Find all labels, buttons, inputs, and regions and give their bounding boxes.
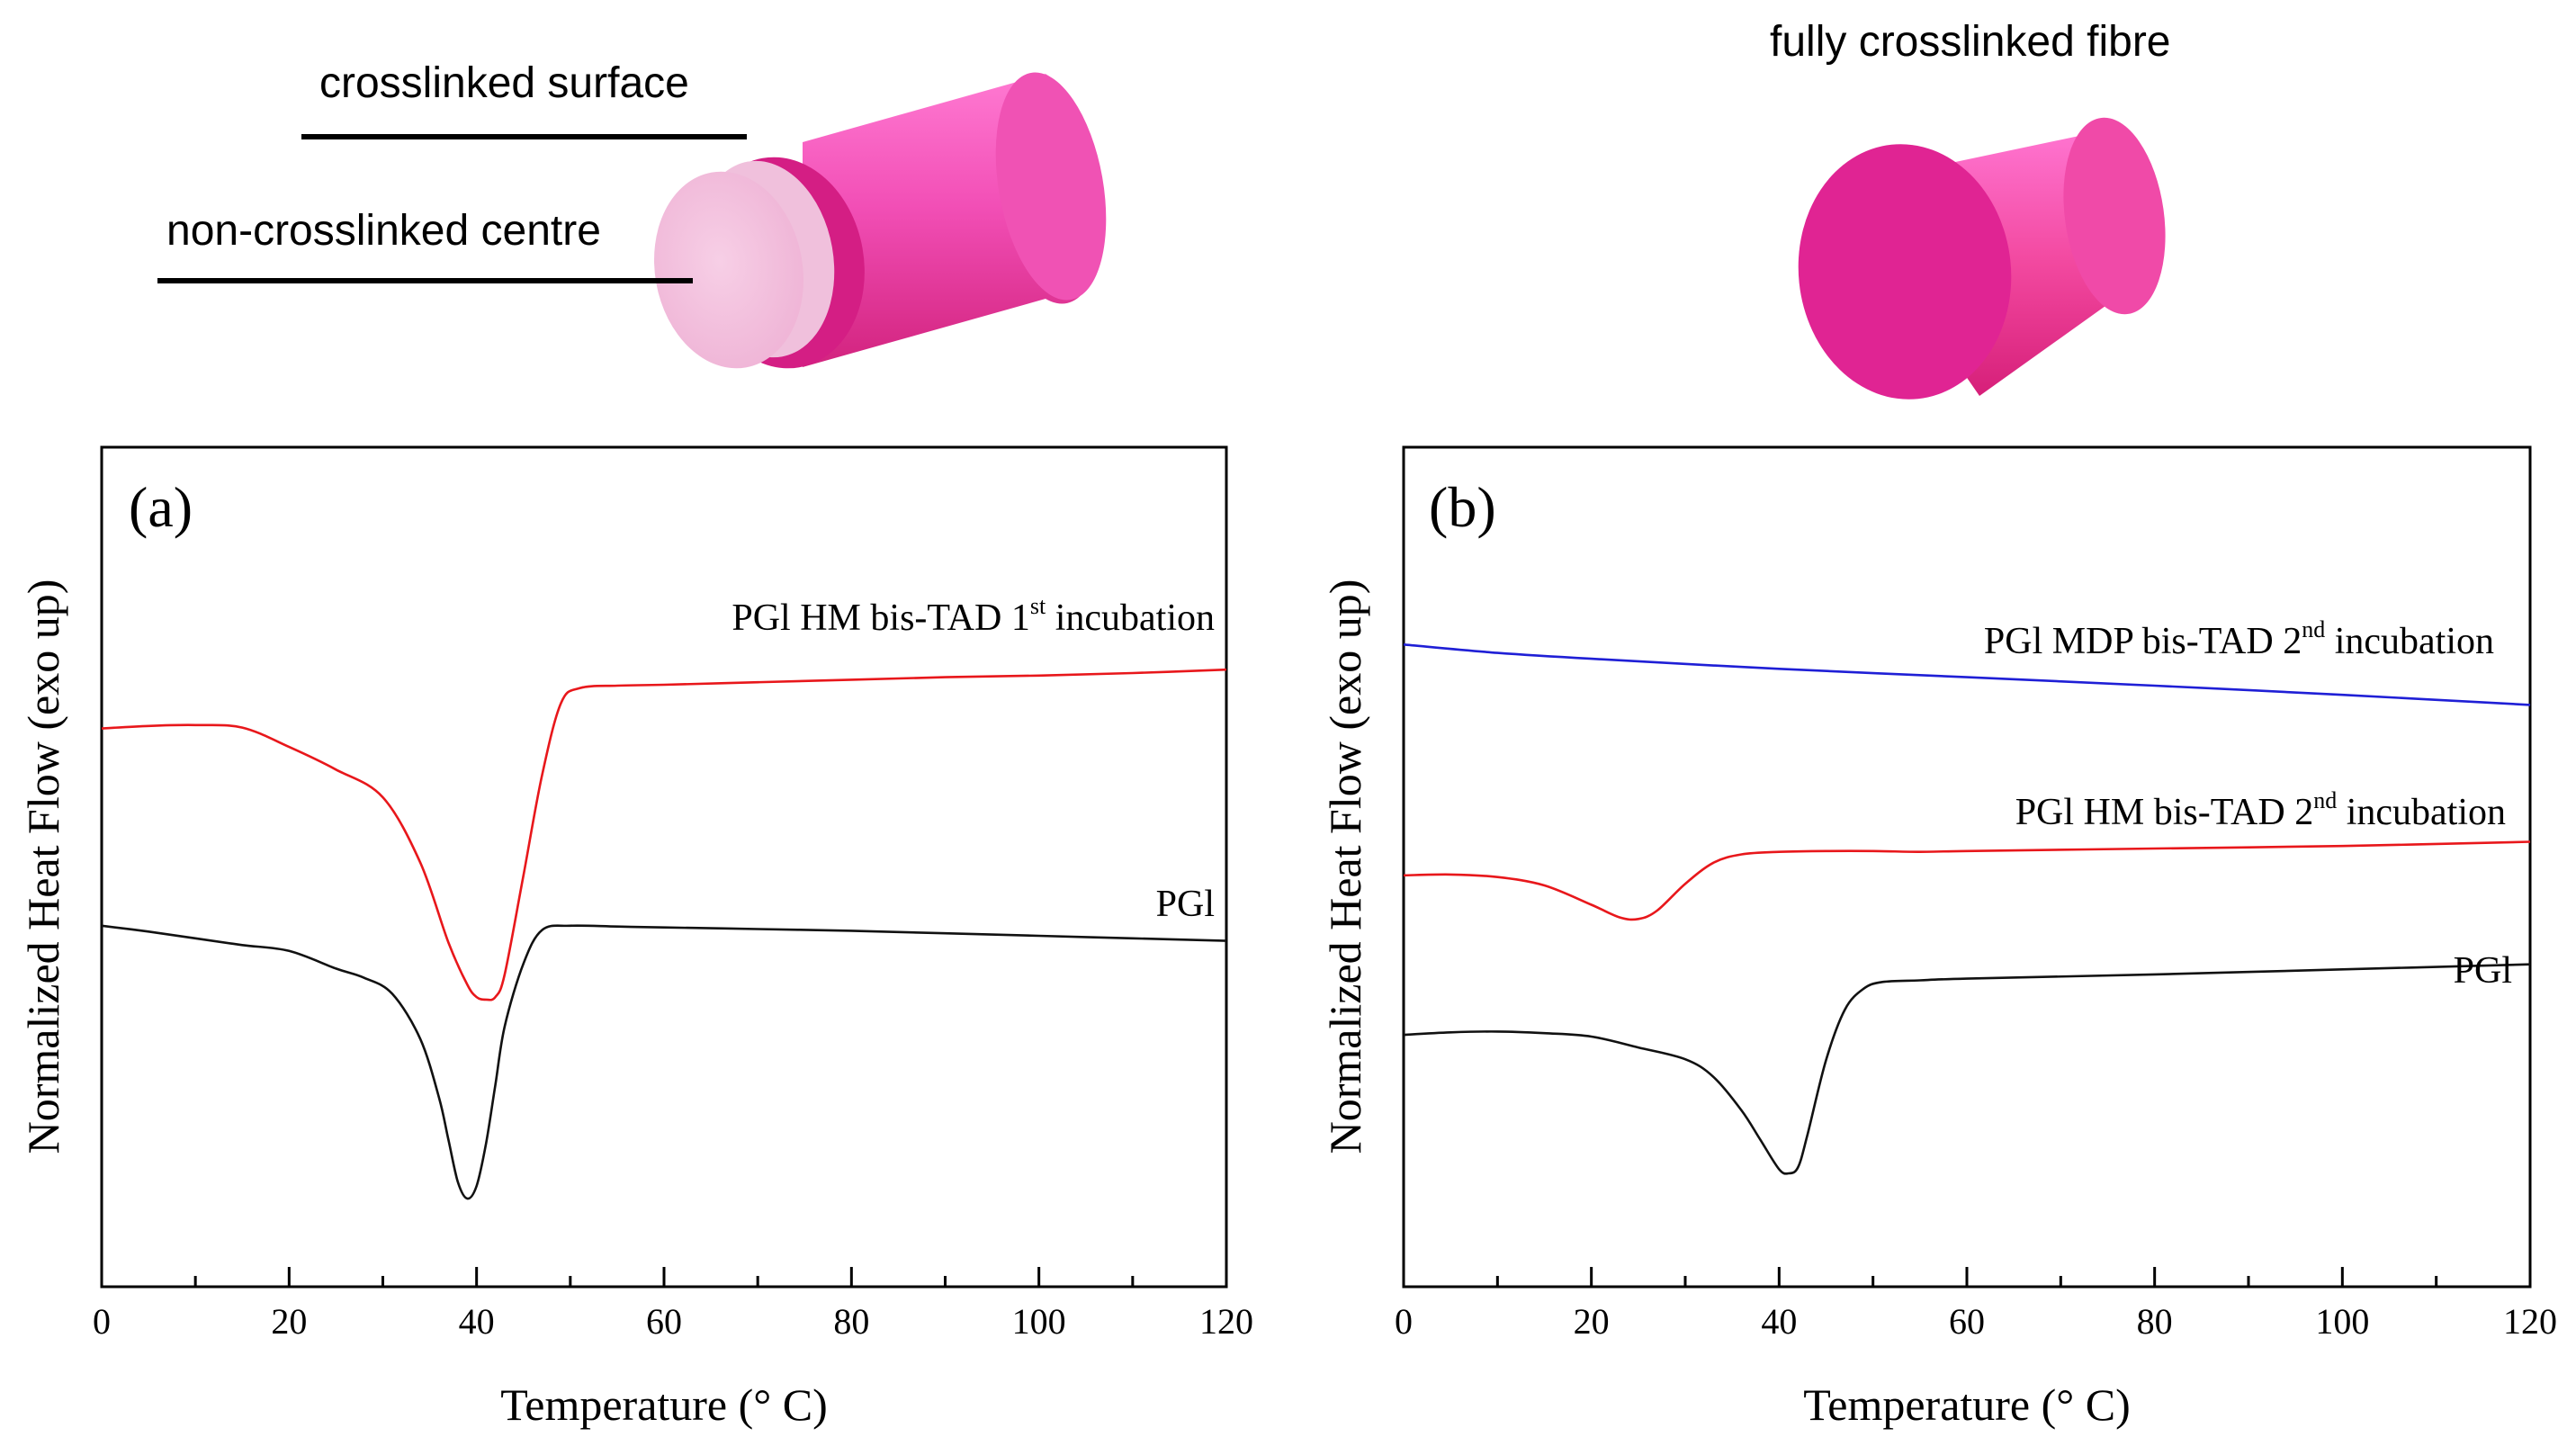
non-crosslinked-core-face xyxy=(654,171,803,369)
x-tick-label-a: 100 xyxy=(1012,1301,1066,1342)
x-tick-label-b: 60 xyxy=(1949,1301,1985,1342)
x-tick-label-a: 60 xyxy=(646,1301,682,1342)
plot-frame-b xyxy=(1402,445,2532,1289)
x-tick-label-a: 80 xyxy=(833,1301,869,1342)
y-axis-label-a: Normalized Heat Flow (exo up) xyxy=(18,579,68,1154)
fibre-label: fully crosslinked fibre xyxy=(1770,18,2171,66)
series-label-a-0: PGl HM bis-TAD 1st incubation xyxy=(732,593,1215,639)
series-label-a-1: PGl xyxy=(1156,884,1215,925)
y-axis-label-b: Normalized Heat Flow (exo up) xyxy=(1320,579,1370,1154)
series-line-b-0 xyxy=(1403,643,2531,706)
curves-b xyxy=(1403,643,2531,1175)
x-tick-label-b: 40 xyxy=(1761,1301,1797,1342)
x-tick-label-b: 100 xyxy=(2315,1301,2369,1342)
cylinder-back-cap-right xyxy=(2063,117,2166,315)
series-label-b-0: PGl MDP bis-TAD 2nd incubation xyxy=(1984,616,2494,662)
series-line-a-0 xyxy=(101,668,1227,1001)
x-tick-label-a: 20 xyxy=(271,1301,307,1342)
x-ticks-a: 0 20 40 60 80 100 120 xyxy=(93,1267,1253,1342)
x-axis-label-a: Temperature (° C) xyxy=(500,1379,828,1430)
series-line-a-1 xyxy=(101,924,1227,1200)
x-tick-label-a: 0 xyxy=(93,1301,111,1342)
curves-a xyxy=(101,668,1227,1200)
illustration-partially-crosslinked: crosslinked surface non-crosslinked cent… xyxy=(157,59,1107,369)
panel-label-b: (b) xyxy=(1429,475,1496,539)
panel-label-a: (a) xyxy=(129,475,193,539)
centre-label: non-crosslinked centre xyxy=(166,207,601,255)
cylinder-back-cap-left xyxy=(995,72,1107,301)
series-labels-b: PGl MDP bis-TAD 2nd incubation PGl HM bis… xyxy=(1984,616,2512,992)
x-tick-label-b: 120 xyxy=(2503,1301,2557,1342)
illustration-fully-crosslinked: fully crosslinked fibre xyxy=(1770,18,2171,400)
x-tick-label-b: 20 xyxy=(1574,1301,1610,1342)
cylinder-front-face-right xyxy=(1798,144,2012,400)
series-line-b-2 xyxy=(1403,963,2531,1175)
chart-panel-a: 0 20 40 60 80 100 120 PGl HM bis-TAD 1st incub… xyxy=(18,445,1253,1430)
series-labels-a: PGl HM bis-TAD 1st incubation PGl xyxy=(732,593,1215,925)
x-ticks-b: 0 20 40 60 80 100 120 xyxy=(1395,1267,2557,1342)
series-label-b-1: PGl HM bis-TAD 2nd incubation xyxy=(2015,787,2506,833)
surface-label: crosslinked surface xyxy=(319,59,689,107)
chart-panel-b: 0 20 40 60 80 100 120 PGl MDP bis-TAD 2nd incu… xyxy=(1320,445,2557,1430)
x-tick-label-a: 120 xyxy=(1199,1301,1253,1342)
plot-frame-a xyxy=(100,445,1228,1289)
series-label-b-2: PGl xyxy=(2454,950,2512,992)
x-axis-label-b: Temperature (° C) xyxy=(1803,1379,2131,1430)
x-tick-label-a: 40 xyxy=(459,1301,495,1342)
x-tick-label-b: 0 xyxy=(1395,1301,1413,1342)
series-line-b-1 xyxy=(1403,840,2531,921)
x-tick-label-b: 80 xyxy=(2137,1301,2173,1342)
